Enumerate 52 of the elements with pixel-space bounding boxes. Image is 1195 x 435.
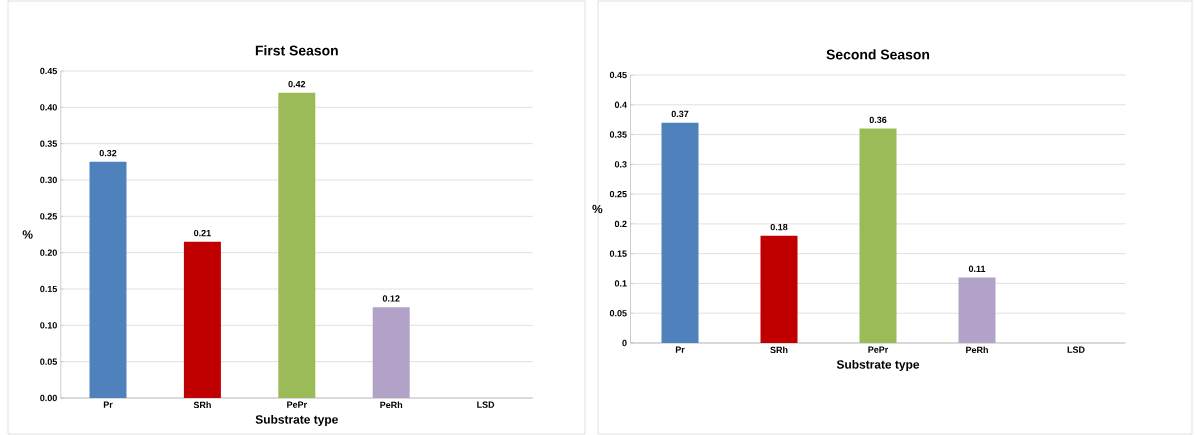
y-tick-label: 0.05 [609, 310, 627, 317]
x-axis-title: Substrate type [836, 359, 920, 372]
y-tick-label: 0.20 [40, 249, 57, 256]
bar [859, 128, 897, 343]
y-axis-title: % [22, 230, 33, 239]
y-tick-label: 0.40 [40, 104, 57, 111]
data-label: 0.42 [288, 80, 306, 88]
data-label: 0.36 [869, 116, 887, 124]
bar [372, 307, 410, 398]
x-tick-label: SRh [770, 346, 788, 354]
data-label: 0.18 [770, 223, 788, 231]
chart-title: Second Season [826, 49, 930, 60]
y-tick-label: 0.4 [614, 101, 627, 108]
x-tick-label: LSD [477, 401, 495, 408]
y-tick-label: 0.15 [40, 285, 58, 293]
x-tick-label: PePr [287, 401, 307, 408]
bar [958, 277, 996, 343]
x-tick-label: LSD [1067, 346, 1085, 353]
y-tick-label: 0 [622, 339, 627, 347]
data-label: 0.21 [194, 229, 211, 237]
y-tick-label: 0.30 [40, 176, 57, 184]
y-tick-label: 0.45 [40, 67, 58, 75]
x-tick-label: Pr [103, 401, 113, 408]
data-label: 0.37 [671, 110, 689, 118]
y-tick-label: 0.25 [40, 213, 58, 220]
data-label: 0.12 [382, 295, 400, 302]
data-label: 0.11 [968, 265, 986, 272]
y-tick-label: 0.2 [614, 220, 627, 228]
y-tick-label: 0.35 [40, 140, 58, 147]
x-tick-label: SRh [193, 401, 211, 409]
x-tick-label: PePr [868, 346, 889, 353]
bar [183, 241, 221, 398]
x-tick-label: Pr [675, 346, 685, 353]
y-tick-label: 0.35 [609, 131, 627, 138]
bar [760, 235, 798, 343]
y-tick-label: 0.15 [609, 250, 627, 257]
x-tick-label: PeRh [966, 346, 988, 354]
bar [278, 92, 316, 398]
chart-title: First Season [255, 45, 338, 56]
bar [661, 122, 699, 343]
y-tick-label: 0.25 [609, 190, 627, 198]
x-tick-label: PeRh [380, 401, 403, 409]
y-tick-label: 0.05 [40, 358, 58, 365]
y-tick-label: 0.00 [40, 394, 57, 402]
y-tick-label: 0.10 [40, 322, 57, 329]
data-label: 0.32 [99, 149, 117, 157]
y-tick-label: 0.1 [614, 280, 627, 287]
bar [89, 161, 127, 398]
y-tick-label: 0.3 [614, 161, 627, 168]
y-tick-label: 0.45 [609, 71, 627, 79]
y-axis-title: % [592, 204, 603, 214]
x-axis-title: Substrate type [255, 414, 338, 427]
